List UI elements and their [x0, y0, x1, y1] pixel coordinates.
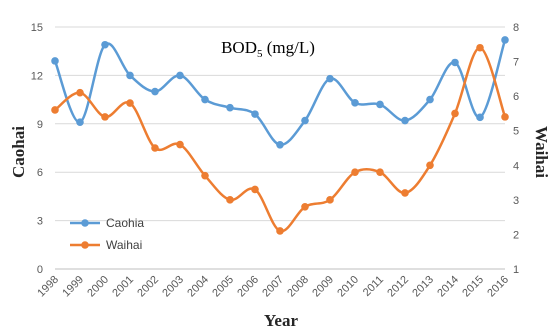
data-point-waihai	[151, 144, 159, 152]
data-point-waihai	[426, 161, 434, 170]
y-right-tick-label: 2	[513, 229, 519, 241]
data-point-waihai	[226, 196, 234, 204]
data-point-waihai	[201, 171, 209, 180]
legend-label-caohia: Caohia	[106, 216, 144, 230]
data-point-waihai	[126, 99, 134, 107]
data-point-caohia	[401, 116, 409, 125]
data-point-caohia	[326, 74, 334, 83]
data-point-waihai	[51, 106, 59, 114]
data-point-waihai	[301, 202, 309, 211]
x-tick-label: 2008	[285, 274, 311, 300]
x-tick-label: 2012	[385, 274, 411, 300]
data-point-caohia	[451, 58, 459, 67]
data-point-caohia	[476, 113, 484, 122]
y-left-tick-label: 15	[31, 22, 43, 34]
y-left-tick-label: 3	[37, 216, 43, 228]
data-point-caohia	[276, 140, 284, 149]
data-point-caohia	[376, 100, 384, 109]
y-right-tick-label: 4	[513, 160, 519, 172]
x-tick-label: 2004	[185, 274, 211, 300]
data-point-waihai	[276, 227, 284, 235]
data-point-caohia	[426, 95, 434, 104]
y-left-tick-label: 9	[37, 119, 43, 131]
data-point-caohia	[76, 118, 84, 126]
data-point-waihai	[76, 88, 84, 97]
y-right-tick-label: 1	[513, 264, 519, 276]
legend-label-waihai: Waihai	[106, 238, 142, 252]
x-tick-labels: 1998 1999 2000 2001 2002 2003 2004 2005 2006 2007…	[35, 274, 511, 300]
y-right-tick-label: 5	[513, 126, 519, 138]
data-point-caohia	[301, 116, 309, 125]
x-tick-label: 2011	[361, 274, 386, 299]
data-point-caohia	[501, 36, 509, 44]
x-tick-label: 2014	[435, 274, 461, 300]
x-tick-label: 2000	[85, 274, 111, 300]
data-point-caohia	[226, 103, 234, 112]
x-tick-label: 2006	[235, 274, 261, 300]
y-left-tick-label: 0	[37, 264, 43, 276]
chart-title: BOD5 (mg/L)	[221, 38, 315, 60]
data-point-waihai	[326, 196, 334, 204]
data-point-waihai	[376, 168, 384, 176]
data-point-waihai	[101, 113, 109, 121]
data-point-waihai	[351, 168, 359, 176]
data-point-waihai	[451, 109, 459, 118]
left-tick-labels: 0 3 6 9 12 15	[31, 22, 43, 276]
y-right-tick-label: 7	[513, 57, 519, 69]
data-point-waihai	[176, 140, 184, 149]
y-axis-left-title: Caohai	[9, 126, 28, 178]
y-left-tick-label: 6	[37, 167, 43, 179]
data-point-waihai	[476, 43, 484, 52]
series-layer	[51, 36, 509, 235]
data-point-caohia	[151, 87, 159, 96]
y-right-tick-label: 3	[513, 195, 519, 207]
right-tick-labels: 1 2 3 4 5 6 7 8	[513, 22, 519, 276]
data-point-waihai	[401, 189, 409, 197]
data-point-waihai	[251, 185, 259, 194]
x-tick-label: 2002	[135, 274, 161, 300]
legend-marker-caohia	[81, 219, 89, 227]
y-right-tick-label: 8	[513, 22, 519, 34]
x-axis-title: Year	[264, 311, 298, 330]
x-tick-label: 2009	[310, 274, 336, 300]
data-point-waihai	[501, 113, 509, 121]
y-right-tick-label: 6	[513, 91, 519, 103]
x-tick-label: 2001	[110, 274, 136, 300]
x-tick-label: 2003	[160, 274, 186, 300]
y-axis-right-title: Waihai	[532, 126, 551, 178]
x-tick-label: 2010	[335, 274, 361, 300]
y-left-tick-label: 12	[31, 70, 43, 82]
data-point-caohia	[176, 71, 184, 80]
data-point-caohia	[351, 99, 359, 107]
x-tick-label: 2007	[260, 274, 286, 300]
x-tick-label: 1999	[60, 274, 86, 300]
legend-marker-waihai	[81, 241, 89, 249]
data-point-caohia	[51, 57, 59, 65]
data-point-caohia	[126, 71, 134, 80]
x-tick-label: 2005	[210, 274, 236, 300]
data-point-caohia	[101, 40, 109, 49]
x-tick-label: 2016	[485, 274, 511, 300]
x-tick-label: 2015	[460, 274, 486, 300]
x-tick-label: 2013	[410, 274, 436, 300]
x-tick-label: 1998	[35, 274, 61, 300]
data-point-caohia	[201, 95, 209, 104]
legend: Caohia Waihai	[70, 216, 144, 252]
data-point-caohia	[251, 110, 259, 118]
